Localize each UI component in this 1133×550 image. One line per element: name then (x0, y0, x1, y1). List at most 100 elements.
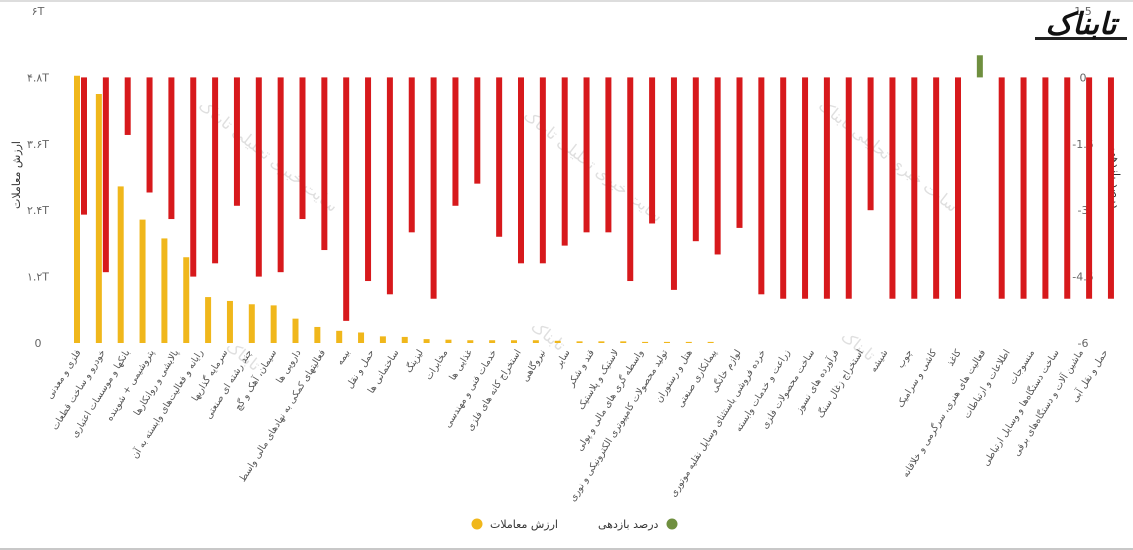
return-bar[interactable] (627, 77, 634, 282)
return-bar[interactable] (867, 77, 874, 211)
value-bar[interactable] (620, 341, 627, 343)
value-bar[interactable] (598, 341, 605, 343)
return-bar[interactable] (802, 77, 809, 299)
return-bar[interactable] (1042, 77, 1049, 299)
value-bar[interactable] (117, 186, 124, 343)
return-bar[interactable] (212, 77, 219, 264)
value-bar[interactable] (685, 341, 692, 343)
return-bar[interactable] (692, 77, 699, 242)
left-tick-label: ۱.۲T (27, 271, 49, 284)
logo-text: تابناک (1046, 7, 1121, 42)
return-bar[interactable] (277, 77, 284, 273)
return-bar[interactable] (1086, 77, 1093, 299)
return-bar[interactable] (670, 77, 677, 290)
category-label: اطلاعات و ارتباطات (961, 348, 1012, 421)
legend-label-return[interactable]: درصد بازدهی (598, 518, 659, 531)
return-bar[interactable] (343, 77, 350, 321)
value-bar[interactable] (161, 238, 168, 343)
value-bar[interactable] (423, 339, 430, 343)
watermark-text: سایت خبری تحلیلی تابناک (814, 96, 961, 217)
return-bar[interactable] (1107, 77, 1114, 299)
return-bar[interactable] (955, 77, 961, 299)
return-bar[interactable] (605, 77, 612, 233)
left-tick-label: ۶T (32, 5, 45, 18)
return-bar[interactable] (430, 77, 437, 299)
return-bar[interactable] (889, 77, 896, 299)
value-bar[interactable] (554, 340, 561, 343)
return-bar[interactable] (976, 55, 983, 78)
return-bar[interactable] (714, 77, 721, 255)
return-bar[interactable] (1064, 77, 1071, 299)
return-bar[interactable] (102, 77, 109, 273)
left-tick-label: ۴.۸T (27, 71, 49, 84)
legend-swatch-value[interactable] (471, 518, 483, 530)
return-bar[interactable] (539, 77, 546, 264)
return-bar[interactable] (299, 77, 306, 220)
value-bar[interactable] (95, 94, 102, 343)
legend-swatch-return[interactable] (666, 518, 678, 530)
return-bar[interactable] (998, 77, 1005, 299)
value-bar[interactable] (248, 304, 255, 343)
value-bar[interactable] (139, 219, 146, 343)
value-bar[interactable] (183, 257, 190, 343)
value-bar[interactable] (401, 336, 408, 343)
value-bar[interactable] (642, 341, 649, 343)
tabnak-logo: تابناک (1035, 7, 1127, 42)
legend: ارزش معاملات درصد بازدهی (471, 518, 678, 531)
right-tick-label: -3 (1078, 204, 1089, 217)
value-bar[interactable] (532, 340, 539, 343)
return-bar[interactable] (146, 77, 153, 193)
value-bar[interactable] (270, 305, 277, 343)
value-bar[interactable] (74, 75, 80, 344)
return-bar[interactable] (408, 77, 415, 233)
return-bar[interactable] (736, 77, 743, 228)
return-bar[interactable] (365, 77, 372, 282)
right-tick-label: 0 (1080, 71, 1087, 84)
return-bar[interactable] (474, 77, 481, 184)
return-bar[interactable] (496, 77, 503, 237)
return-bar[interactable] (845, 77, 852, 299)
return-bar[interactable] (583, 77, 590, 233)
value-bar[interactable] (576, 341, 583, 343)
value-bar[interactable] (445, 339, 452, 343)
value-bar[interactable] (314, 326, 321, 343)
return-bar[interactable] (168, 77, 175, 220)
left-axis-ticks: 0 ۱.۲T ۲.۴T ۳.۶T ۴.۸T ۶T (27, 5, 49, 350)
return-bar[interactable] (81, 77, 87, 215)
return-bar[interactable] (321, 77, 328, 251)
return-bar[interactable] (561, 77, 568, 246)
return-bar[interactable] (933, 77, 940, 299)
legend-label-value[interactable]: ارزش معاملات (490, 518, 558, 531)
value-bar[interactable] (511, 340, 517, 343)
value-bar[interactable] (226, 300, 233, 343)
return-bar[interactable] (823, 77, 830, 299)
bottom-divider (0, 548, 1133, 550)
value-bar[interactable] (358, 332, 365, 343)
value-bar[interactable] (379, 336, 386, 343)
value-bar[interactable] (467, 340, 474, 343)
category-label: لیزینگ (402, 347, 425, 375)
value-bar[interactable] (663, 341, 670, 343)
return-bar[interactable] (233, 77, 240, 206)
category-label: نیروگاهی (519, 347, 548, 384)
value-bar[interactable] (292, 318, 299, 343)
return-bar[interactable] (780, 77, 787, 299)
value-bar[interactable] (336, 330, 343, 343)
return-bar[interactable] (911, 77, 918, 299)
value-bar[interactable] (707, 341, 714, 343)
return-bar[interactable] (758, 77, 765, 295)
return-bar[interactable] (518, 77, 524, 264)
return-bar[interactable] (124, 77, 131, 135)
value-bar[interactable] (489, 340, 496, 343)
return-bar[interactable] (649, 77, 656, 224)
value-bar[interactable] (205, 297, 212, 343)
return-bar[interactable] (386, 77, 393, 295)
return-bar[interactable] (255, 77, 262, 277)
category-label: بیمه (335, 348, 353, 367)
return-bar[interactable] (1020, 77, 1027, 299)
return-bar[interactable] (190, 77, 197, 277)
return-bar[interactable] (452, 77, 459, 206)
